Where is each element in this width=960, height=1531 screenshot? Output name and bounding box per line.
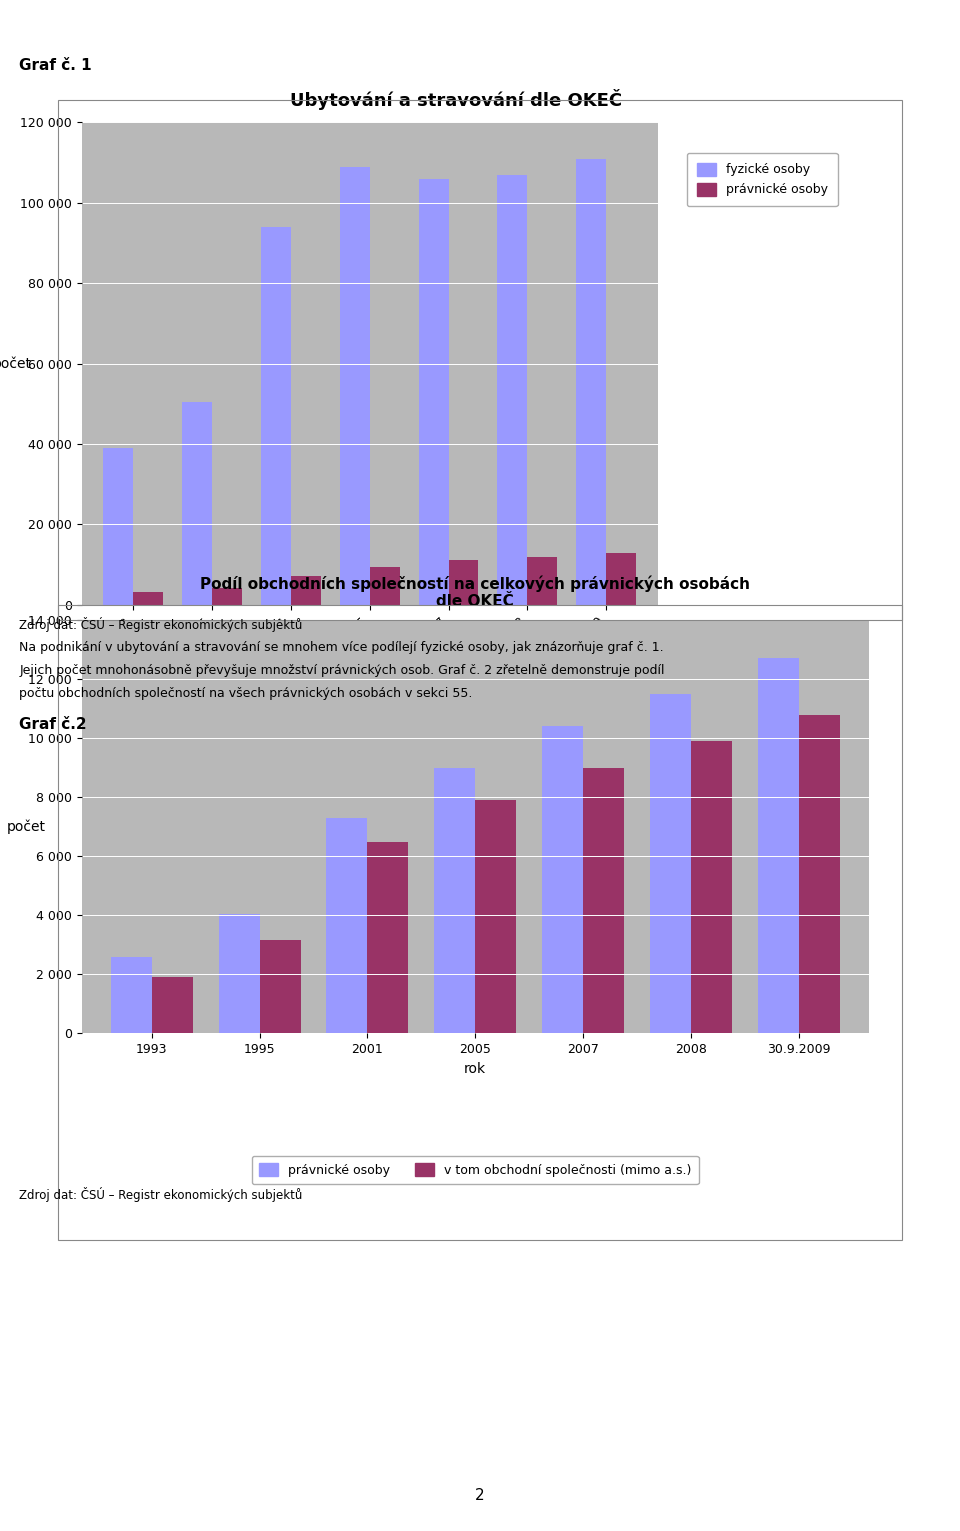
Bar xyxy=(691,741,732,1033)
Bar xyxy=(152,977,193,1033)
Bar xyxy=(259,940,300,1033)
Bar xyxy=(261,227,291,605)
Text: počtu obchodních společností na všech právnických osobách v sekci 55.: počtu obchodních společností na všech pr… xyxy=(19,687,472,700)
Bar xyxy=(132,592,163,605)
X-axis label: rok: rok xyxy=(358,674,381,687)
Bar xyxy=(368,842,408,1033)
Bar xyxy=(583,767,624,1033)
Title: Ubytování a stravování dle OKEČ: Ubytování a stravování dle OKEČ xyxy=(290,89,622,110)
Text: Zdroj dat: ČSÚ – Registr ekonomických subjektů: Zdroj dat: ČSÚ – Registr ekonomických su… xyxy=(19,1187,302,1202)
Bar xyxy=(110,957,152,1033)
Bar xyxy=(527,557,558,605)
Bar xyxy=(219,914,259,1033)
Legend: právnické osoby, v tom obchodní společnosti (mimo a.s.): právnické osoby, v tom obchodní společno… xyxy=(252,1156,699,1185)
Bar xyxy=(576,159,607,605)
Bar xyxy=(419,179,448,605)
Text: Na podnikání v ubytování a stravování se mnohem více podílejí fyzické osoby, jak: Na podnikání v ubytování a stravování se… xyxy=(19,641,663,654)
Bar xyxy=(607,553,636,605)
X-axis label: rok: rok xyxy=(464,1061,487,1076)
Bar xyxy=(291,576,321,605)
Bar xyxy=(103,449,132,605)
Bar xyxy=(326,818,368,1033)
Text: Jejich počet mnohonásobně převyšuje množství právnických osob. Graf č. 2 zřeteln: Jejich počet mnohonásobně převyšuje množ… xyxy=(19,664,664,677)
Bar xyxy=(799,715,840,1033)
Bar xyxy=(650,694,691,1033)
Bar xyxy=(448,560,478,605)
Y-axis label: počet: počet xyxy=(7,819,46,834)
Text: Graf č. 1: Graf č. 1 xyxy=(19,58,92,73)
Bar xyxy=(497,175,527,605)
Bar xyxy=(181,401,212,605)
Legend: fyzické osoby, právnické osoby: fyzické osoby, právnické osoby xyxy=(687,153,838,207)
Bar xyxy=(475,801,516,1033)
Title: Podíl obchodních společností na celkových právnických osobách
dle OKEČ: Podíl obchodních společností na celkovýc… xyxy=(201,576,750,609)
Bar xyxy=(340,167,370,605)
Y-axis label: počet: počet xyxy=(0,357,32,371)
Bar xyxy=(757,658,799,1033)
Text: Zdroj dat: ČSÚ – Registr ekonomických subjektů: Zdroj dat: ČSÚ – Registr ekonomických su… xyxy=(19,617,302,632)
Text: Graf č.2: Graf č.2 xyxy=(19,717,86,732)
Bar xyxy=(542,726,583,1033)
Bar xyxy=(212,588,242,605)
Bar xyxy=(370,566,399,605)
Text: 2: 2 xyxy=(475,1488,485,1503)
Bar xyxy=(434,767,475,1033)
